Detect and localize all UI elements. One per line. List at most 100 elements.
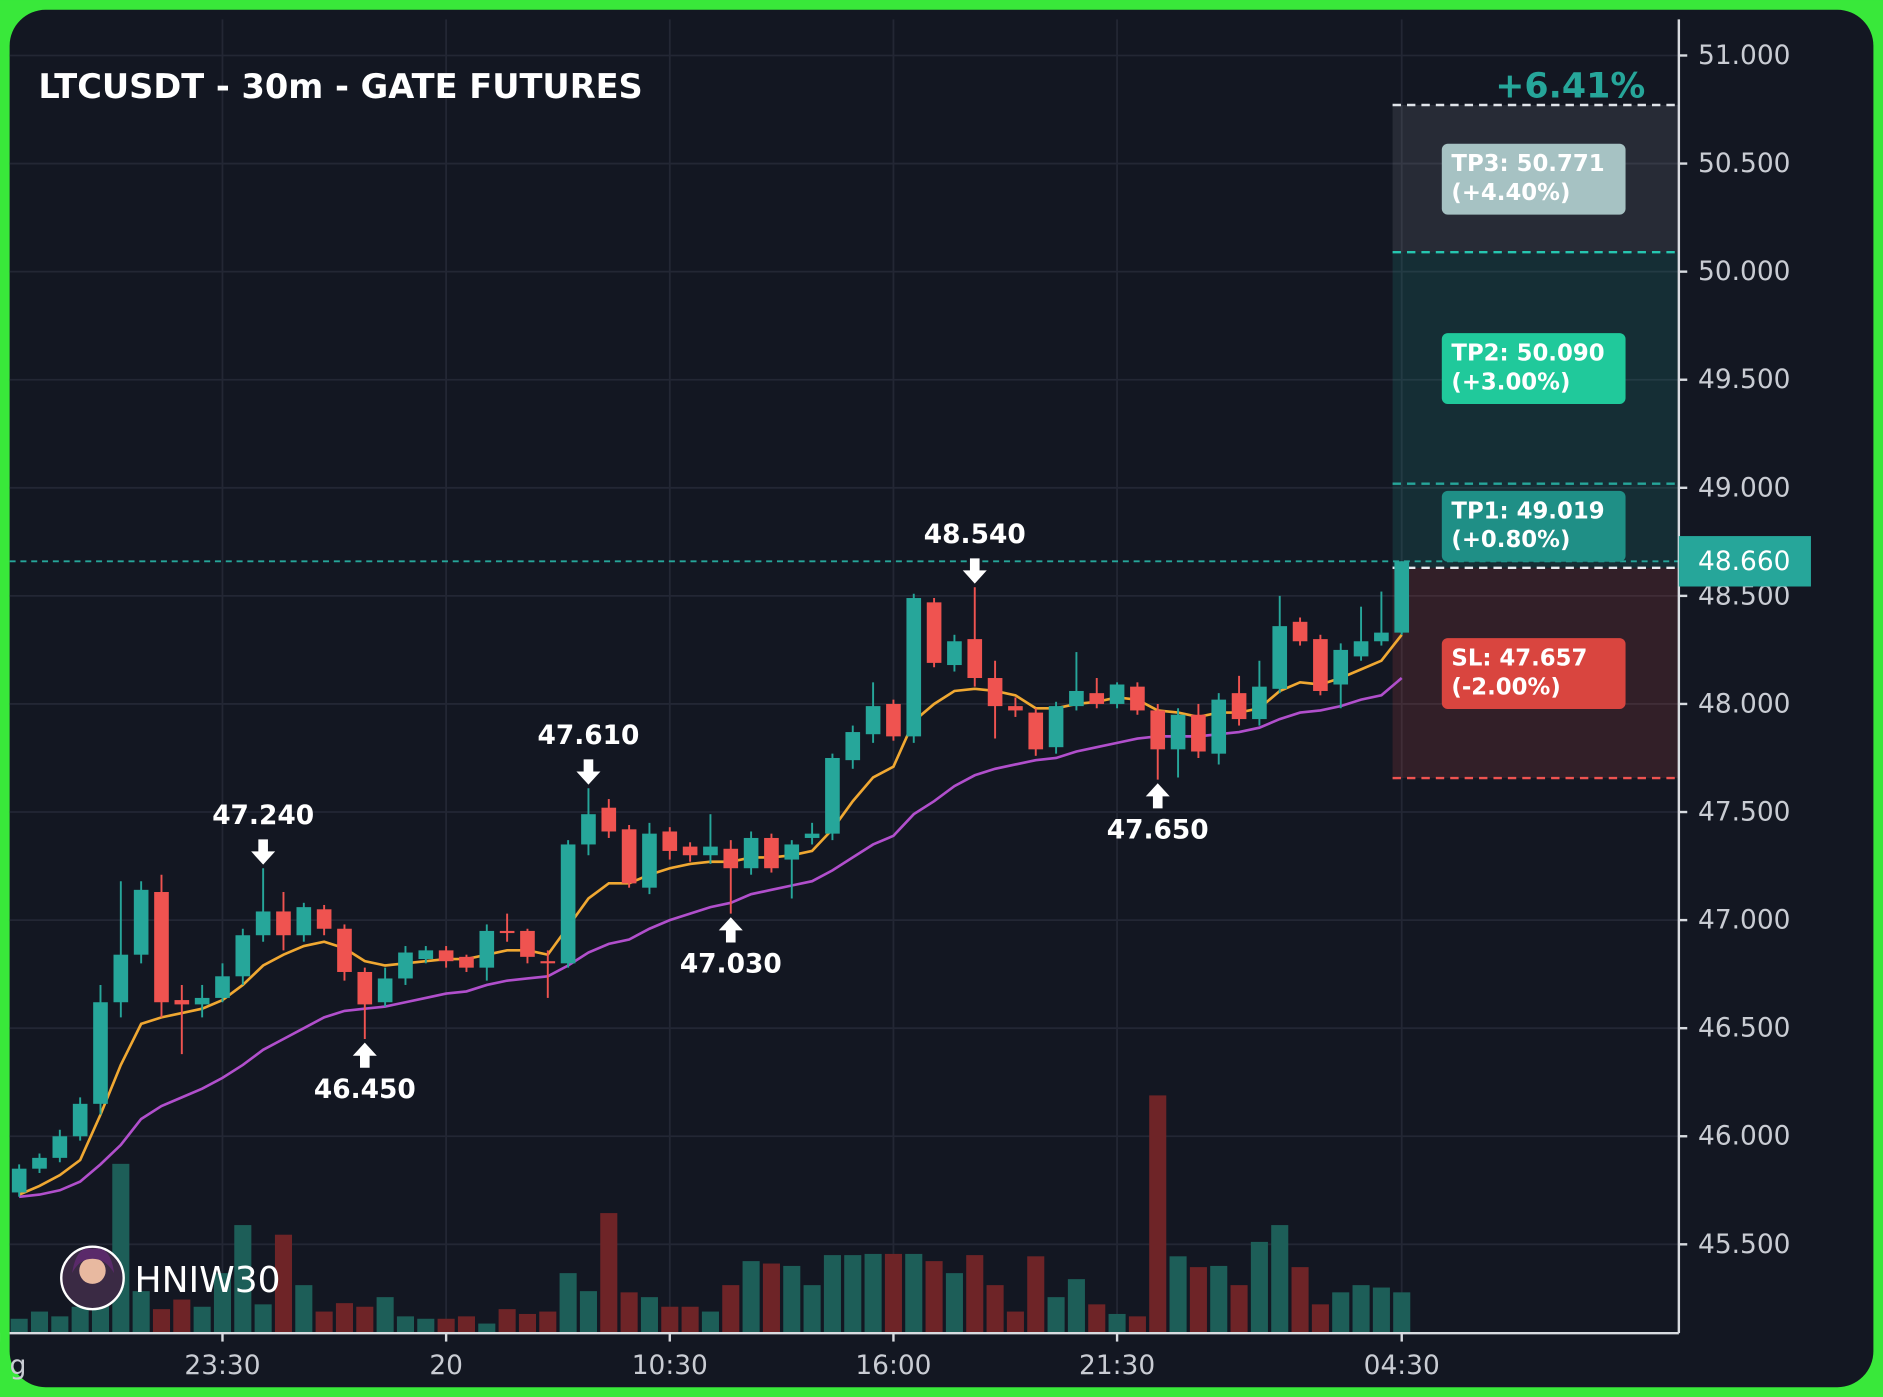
candle-body — [1069, 690, 1084, 707]
position-change: +6.41% — [1495, 67, 1645, 107]
candle-body — [438, 950, 454, 962]
candle-body — [520, 930, 535, 957]
volume-bar — [864, 1253, 882, 1334]
candle-body — [1374, 632, 1389, 642]
volume-bar — [457, 1316, 476, 1334]
x-tick-label: 21:30 — [1079, 1350, 1155, 1381]
volume-bar — [1210, 1265, 1228, 1334]
candle-body — [499, 930, 515, 934]
candle-body — [1333, 649, 1349, 685]
position-label: TP2: 50.090 — [1451, 341, 1604, 367]
candle-body — [1191, 714, 1206, 752]
y-tick-label: 49.500 — [1698, 364, 1790, 395]
candle-body — [11, 1168, 27, 1193]
watermark-text: HNIW30 — [135, 1260, 281, 1301]
y-tick-label: 51.000 — [1698, 40, 1790, 71]
volume-bar — [417, 1318, 435, 1334]
candle-body — [174, 1000, 190, 1005]
candle-body — [93, 1002, 108, 1104]
volume-bar — [10, 1318, 28, 1334]
position-label-pct: (+4.40%) — [1451, 180, 1570, 206]
position-label-box — [1441, 143, 1626, 215]
chart-title: LTCUSDT - 30m - GATE FUTURES — [38, 67, 642, 106]
position-label-pct: (-2.00%) — [1451, 674, 1560, 700]
volume-bar — [579, 1291, 597, 1334]
avatar-face — [79, 1257, 106, 1284]
candle-body — [479, 930, 495, 968]
volume-bar — [1291, 1267, 1309, 1334]
candle-body — [764, 837, 779, 869]
y-tick-label: 46.500 — [1698, 1013, 1790, 1044]
volume-bar — [884, 1253, 902, 1334]
volume-bar — [396, 1316, 415, 1334]
candle-body — [1150, 710, 1166, 750]
candle-body — [743, 837, 759, 869]
watermark: HNIW30 — [60, 1245, 281, 1311]
position-label-box — [1441, 490, 1626, 562]
x-tick-label: 16:00 — [855, 1350, 931, 1381]
volume-bar — [966, 1255, 984, 1334]
annotation-arrow — [251, 839, 276, 865]
candle-body — [621, 829, 637, 884]
volume-bar — [661, 1306, 679, 1334]
candle-body — [1394, 561, 1410, 633]
volume-bar — [905, 1253, 923, 1334]
avatar-hair — [72, 1248, 115, 1274]
position-label: TP1: 49.019 — [1451, 498, 1604, 524]
volume-bar — [1169, 1256, 1187, 1334]
candle-body — [703, 846, 718, 856]
position-label: SL: 47.657 — [1451, 646, 1587, 672]
annotation-arrow — [576, 759, 601, 785]
annotation-arrow — [962, 558, 987, 584]
candle-body — [52, 1136, 68, 1158]
candle-body — [154, 892, 169, 1003]
candle-body — [357, 971, 373, 1005]
volume-bar — [1271, 1225, 1289, 1334]
volume-bar — [1393, 1292, 1411, 1334]
volume-bar — [152, 1309, 171, 1334]
candle-body — [32, 1157, 47, 1169]
candle-body — [1028, 712, 1044, 750]
last-price-tag — [1678, 536, 1811, 587]
candle-body — [459, 956, 474, 968]
y-tick-label: 46.000 — [1698, 1121, 1790, 1152]
volume-bar — [193, 1306, 211, 1334]
volume-bar — [803, 1285, 821, 1334]
volume-bar — [1047, 1297, 1065, 1334]
volume-bar — [1149, 1095, 1167, 1334]
volume-bar — [315, 1311, 333, 1334]
candle-body — [215, 976, 230, 998]
candle-body — [255, 911, 271, 936]
volume-bar — [620, 1292, 638, 1334]
position-label-box — [1441, 638, 1626, 709]
candle-body — [682, 846, 698, 856]
volume-bar — [518, 1313, 536, 1334]
volume-bar — [1250, 1241, 1268, 1334]
volume-bar — [112, 1163, 130, 1334]
volume-bar — [173, 1299, 191, 1334]
candle-body — [1272, 626, 1288, 689]
volume-bar — [1352, 1285, 1370, 1334]
volume-bar — [335, 1303, 354, 1334]
candle-body — [235, 935, 251, 977]
candle-body — [642, 833, 657, 888]
candle-body — [1231, 693, 1247, 720]
candle-body — [845, 732, 861, 761]
volume-bar — [600, 1213, 618, 1334]
candle-body — [560, 844, 576, 964]
y-tick-label: 48.000 — [1698, 688, 1790, 719]
volume-bar — [742, 1261, 760, 1334]
grid — [9, 19, 1679, 1334]
candle-body — [296, 907, 312, 936]
candle-body — [967, 639, 983, 679]
candle-body — [825, 757, 840, 834]
position-label: TP3: 50.771 — [1451, 151, 1604, 177]
candle-body — [398, 952, 413, 979]
volume-bar — [1027, 1256, 1045, 1334]
volume-bar — [823, 1255, 841, 1334]
annotation-label: 46.450 — [314, 1074, 416, 1105]
candle-body — [1008, 706, 1023, 711]
candle-body — [1292, 621, 1308, 642]
